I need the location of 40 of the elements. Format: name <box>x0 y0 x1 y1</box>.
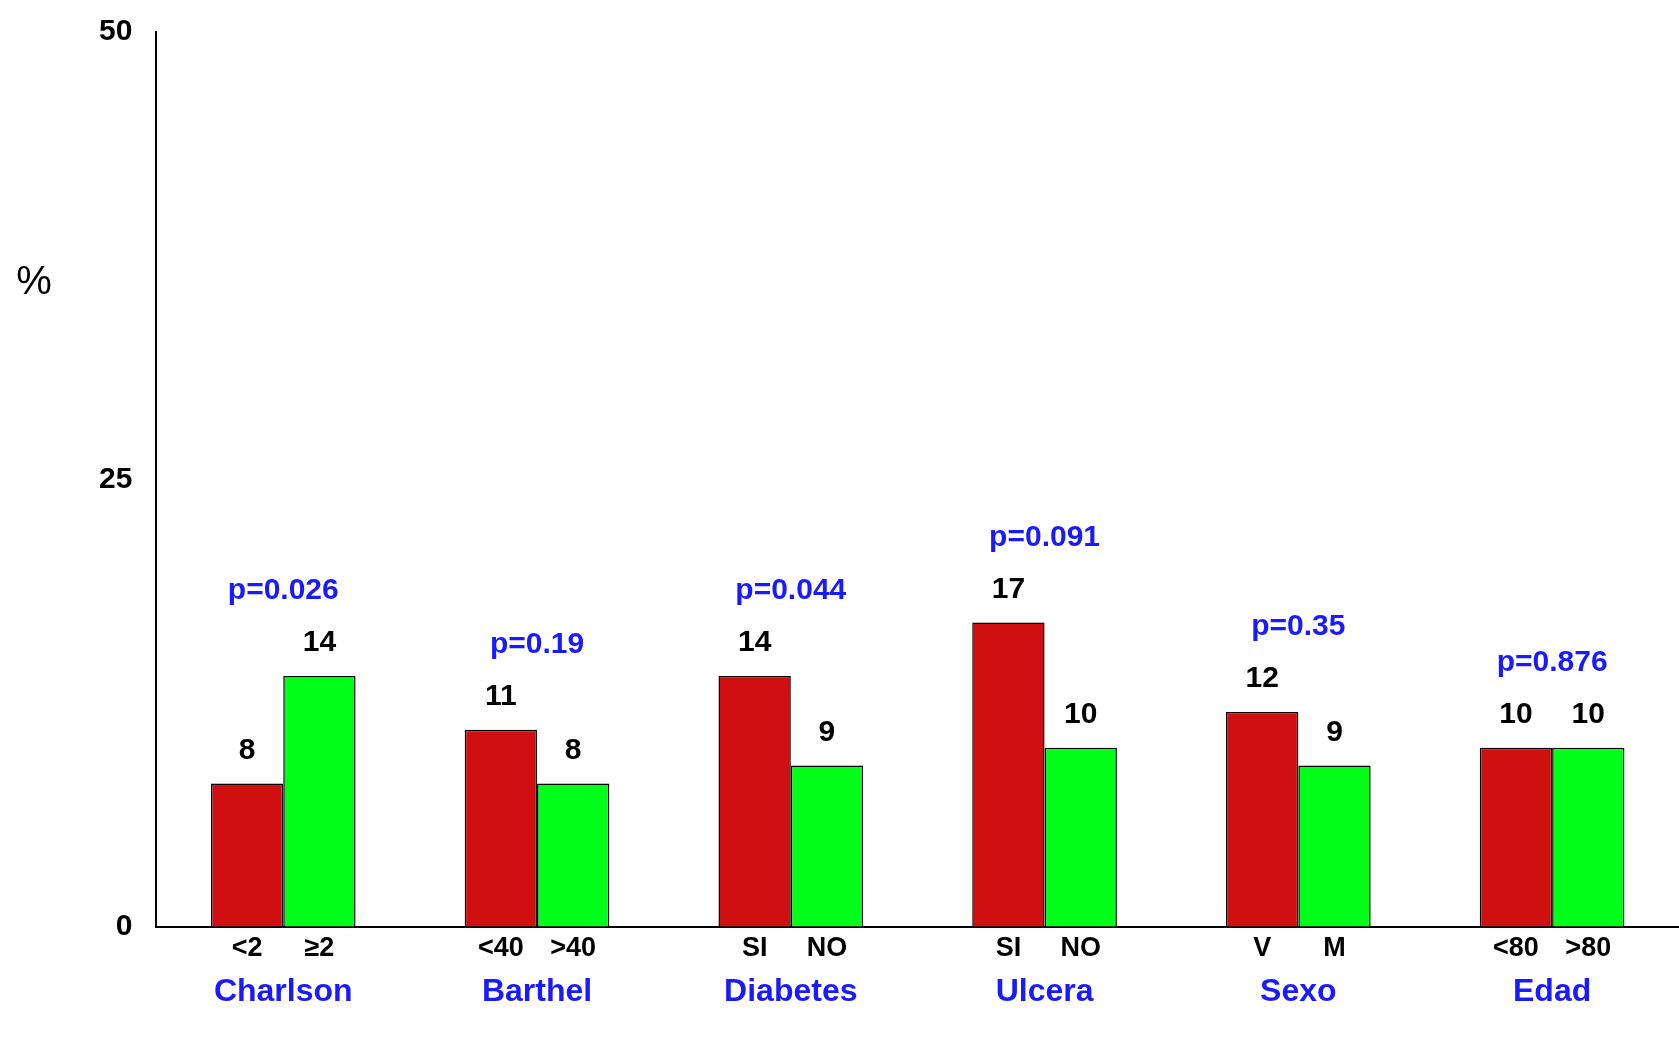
x-tick-label: Ulcera <box>995 971 1094 1008</box>
annotation: p=0.19 <box>489 626 585 660</box>
text: <2 <box>231 931 263 962</box>
text: V <box>1253 931 1272 962</box>
text: >80 <box>1565 931 1612 962</box>
x-tick-label: Edad <box>1513 971 1592 1008</box>
text: ≥2 <box>304 931 335 962</box>
data-label: 10 <box>1499 695 1533 729</box>
text: >40 <box>550 931 597 962</box>
annotation: p=0.026 <box>227 572 339 606</box>
data-label: 12 <box>1245 660 1279 694</box>
data-label: 9 <box>1326 713 1343 747</box>
text: NO <box>1060 931 1101 962</box>
x-tick-label: Diabetes <box>724 971 858 1008</box>
text: M <box>1323 931 1346 962</box>
y-tick-label: 0 <box>115 907 133 941</box>
y-axis-title: % <box>16 257 52 302</box>
text: <40 <box>477 931 524 962</box>
data-label: 8 <box>564 731 582 765</box>
data-label: 14 <box>737 624 772 658</box>
data-label: 10 <box>1064 695 1098 729</box>
annotation: p=0.044 <box>735 572 847 606</box>
annotation: p=0.35 <box>1251 608 1346 642</box>
text: SI <box>995 931 1022 962</box>
annotation: p=0.091 <box>989 518 1101 552</box>
x-tick-label: Charlson <box>213 971 353 1008</box>
text: NO <box>806 931 848 962</box>
data-label: 11 <box>485 678 517 712</box>
text: <80 <box>1493 931 1539 962</box>
text: SI <box>741 931 768 962</box>
y-tick-label: 25 <box>98 460 133 494</box>
data-label: 17 <box>991 570 1026 604</box>
x-tick-label: Barthel <box>481 971 593 1008</box>
data-label: 8 <box>238 731 256 765</box>
x-tick-label: Sexo <box>1260 971 1337 1008</box>
data-label: 9 <box>818 713 836 747</box>
data-label: 14 <box>302 624 337 658</box>
y-tick-label: 50 <box>98 13 133 47</box>
annotation: p=0.876 <box>1496 643 1608 677</box>
data-label: 10 <box>1571 695 1605 729</box>
